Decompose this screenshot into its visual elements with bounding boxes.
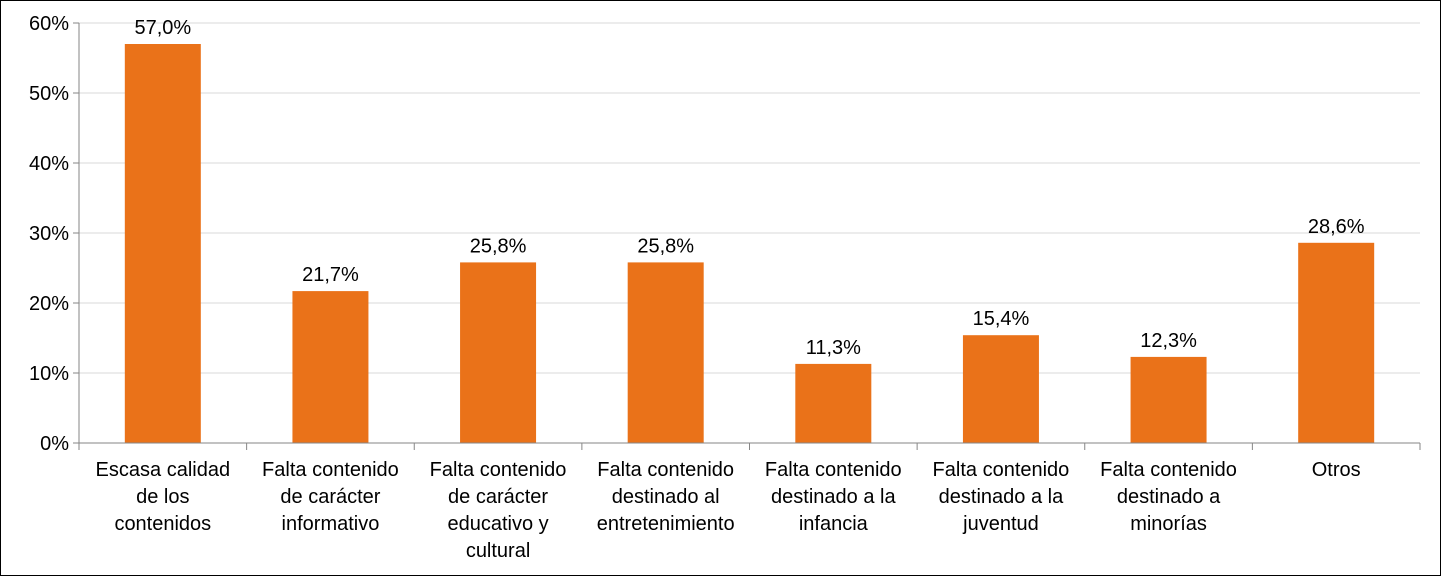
category-label-line: Otros (1312, 459, 1361, 481)
category-label-line: Escasa calidad (96, 459, 231, 481)
data-label: 12,3% (1140, 330, 1197, 352)
bar (627, 262, 704, 443)
category-label-line: juventud (962, 513, 1039, 535)
category-label-line: Falta contenido (765, 459, 902, 481)
category-label: Falta contenido destinado a minorías (1100, 459, 1237, 535)
category-label-line: destinado a (1117, 486, 1221, 508)
y-tick-label: 50% (29, 83, 69, 105)
axes (78, 23, 1421, 450)
category-label-line: Falta contenido (1100, 459, 1237, 481)
y-tick-label: 0% (40, 433, 69, 455)
data-label: 57,0% (134, 17, 191, 39)
category-label-line: informativo (282, 513, 380, 535)
category-label: Falta contenido de carácter educativo y cul… (430, 459, 567, 562)
bar (1130, 356, 1207, 443)
x-axis-category-labels: Escasa calidad de los contenidos Falta cont… (96, 459, 1361, 562)
data-label: 21,7% (302, 264, 359, 286)
category-label-line: destinado a la (939, 486, 1064, 508)
y-tick-label: 40% (29, 153, 69, 175)
data-labels: 57,0% 21,7% 25,8% 25,8% 11,3% 15,4% 12,3% 28,6% (134, 17, 1364, 359)
category-label-line: Falta contenido (597, 459, 734, 481)
category-label-line: minorías (1130, 513, 1207, 535)
y-tick-label: 20% (29, 293, 69, 315)
data-label: 28,6% (1308, 216, 1365, 238)
category-label: Otros (1312, 459, 1361, 481)
category-label: Falta contenido destinado a la infancia (765, 459, 902, 535)
category-label: Falta contenido destinado al entretenimien… (597, 459, 735, 535)
category-label-line: destinado al (612, 486, 720, 508)
bar (962, 335, 1039, 443)
category-label-line: contenidos (114, 513, 211, 535)
data-label: 15,4% (973, 308, 1030, 330)
data-label: 25,8% (637, 235, 694, 257)
bar (1298, 242, 1375, 443)
data-label: 25,8% (470, 235, 527, 257)
data-label: 11,3% (806, 337, 861, 359)
bar (292, 291, 369, 443)
bar (795, 363, 872, 443)
bar (124, 44, 201, 443)
y-tick-label: 10% (29, 363, 69, 385)
category-label-line: Falta contenido (430, 459, 567, 481)
category-label: Falta contenido de carácter informativo (262, 459, 399, 535)
category-label-line: de los (136, 486, 189, 508)
bar (460, 262, 537, 443)
category-label-line: de carácter (448, 486, 548, 508)
category-label-line: entretenimiento (597, 513, 735, 535)
y-axis-tick-labels: 0% 10% 20% 30% 40% 50% 60% (29, 13, 69, 455)
category-label-line: Falta contenido (262, 459, 399, 481)
y-tick-label: 30% (29, 223, 69, 245)
category-label-line: infancia (799, 513, 869, 535)
category-label-line: cultural (466, 540, 530, 562)
bars (124, 44, 1375, 443)
category-label: Falta contenido destinado a la juventud (933, 459, 1070, 535)
category-label-line: de carácter (280, 486, 380, 508)
category-label-line: Falta contenido (933, 459, 1070, 481)
y-tick-label: 60% (29, 13, 69, 35)
category-label-line: destinado a la (771, 486, 896, 508)
category-label: Escasa calidad de los contenidos (96, 459, 231, 535)
category-label-line: educativo y (447, 513, 548, 535)
